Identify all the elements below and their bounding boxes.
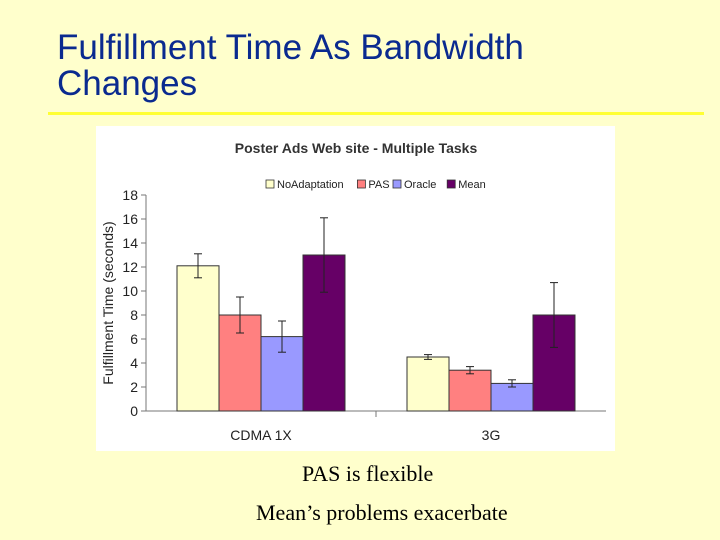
bar-noadaptation-3g	[406, 356, 450, 412]
x-category-label: 3G	[482, 427, 501, 443]
y-tick-label: 16	[122, 211, 138, 227]
bar-oracle-3g	[490, 382, 534, 412]
slide-title-line-2: Changes	[57, 64, 198, 103]
slide-title-line-1: Fulfillment Time As Bandwidth	[57, 28, 524, 67]
y-tick-label: 0	[130, 403, 138, 419]
legend-label-noadaptation: NoAdaptation	[277, 179, 344, 191]
y-tick-label: 6	[130, 331, 138, 347]
legend-swatch-noadaptation	[265, 179, 275, 189]
y-tick-label: 2	[130, 379, 138, 395]
y-tick-label: 14	[122, 235, 138, 251]
caption-mean: Mean’s problems exacerbate	[256, 500, 508, 525]
caption-pas: PAS is flexible	[302, 461, 434, 486]
bar-pas-3g	[448, 369, 492, 412]
chart-title: Poster Ads Web site - Multiple Tasks	[235, 140, 478, 156]
y-tick-label: 12	[122, 259, 138, 275]
x-category-label: CDMA 1X	[230, 427, 292, 443]
bar-noadaptation-cdma-1x	[176, 265, 220, 412]
slide-title: Fulfillment Time As Bandwidth Changes	[57, 30, 697, 102]
bar-chart: Poster Ads Web site - Multiple Tasks NoAd…	[100, 140, 606, 443]
y-tick-label: 8	[130, 307, 138, 323]
title-divider	[48, 112, 704, 115]
legend-swatch-mean	[446, 179, 456, 189]
y-tick-label: 18	[122, 187, 138, 203]
legend-swatch-oracle	[392, 179, 402, 189]
legend-label-mean: Mean	[458, 179, 486, 191]
y-axis-label: Fulfillment Time (seconds)	[100, 221, 116, 384]
legend-label-pas: PAS	[368, 179, 389, 191]
y-tick-label: 10	[122, 283, 138, 299]
bar-pas-cdma-1x	[218, 314, 262, 412]
chart-panel: Poster Ads Web site - Multiple Tasks NoAd…	[96, 126, 615, 451]
legend-label-oracle: Oracle	[404, 179, 436, 191]
y-tick-label: 4	[130, 355, 138, 371]
legend-swatch-pas	[356, 179, 366, 189]
